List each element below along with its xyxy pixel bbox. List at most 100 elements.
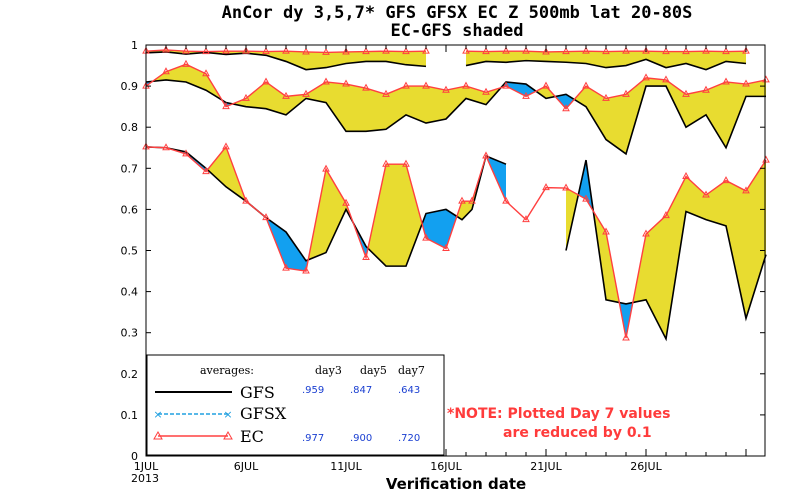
ec-point [382, 46, 390, 54]
ec-point [262, 47, 270, 55]
ec-point [382, 89, 390, 97]
y-tick-label: 0.8 [121, 121, 139, 134]
ec-point [362, 83, 370, 91]
ec-point [562, 47, 570, 55]
y-tick-label: 0.7 [121, 162, 139, 175]
ec-point [622, 333, 630, 341]
ec-point [582, 194, 590, 202]
ec-line-day5 [145, 63, 767, 110]
ec-point [742, 79, 750, 87]
legend-gfsx-marker-left: × [153, 408, 162, 421]
ec-point [582, 46, 590, 54]
y-tick-label: 0.5 [121, 245, 139, 258]
ec-point [222, 46, 230, 54]
chart-title: AnCor dy 3,5,7* GFS GFSX EC Z 500mb lat … [222, 3, 693, 23]
ec-point [662, 75, 670, 83]
diff-shade [366, 51, 386, 62]
diff-shade [706, 51, 726, 70]
ec-point [262, 77, 270, 85]
ec-point [202, 167, 210, 175]
ec-point [162, 67, 170, 75]
ec-point [182, 46, 190, 54]
ec-point [162, 143, 170, 151]
ec-point [622, 46, 630, 54]
ec-point [682, 47, 690, 55]
diff-shade [506, 51, 526, 63]
legend-box [146, 354, 445, 456]
ec-point [602, 227, 610, 235]
ec-point [722, 47, 730, 55]
ec-point [622, 89, 630, 97]
diff-shade [536, 86, 546, 99]
diff-shade [266, 51, 286, 62]
chart-subtitle: EC-GFS shaded [390, 21, 523, 41]
y-tick-label: 0.3 [121, 327, 139, 340]
diff-shade [367, 164, 386, 267]
legend-gfs-day7: .643 [398, 385, 420, 396]
y-tick-label: 0 [131, 450, 138, 463]
ec-point [242, 93, 250, 101]
ec-point [542, 47, 550, 55]
ec-point [202, 47, 210, 55]
ec-point [468, 196, 476, 204]
x-tick-label: 16JUL [430, 460, 462, 473]
ec-point [282, 46, 290, 54]
diff-shade [746, 79, 766, 97]
legend-ec-marker-left [153, 430, 163, 440]
diff-shade [566, 51, 586, 64]
diff-shade [506, 81, 526, 97]
diff-shade [666, 51, 686, 68]
ec-point [642, 229, 650, 237]
ec-point [458, 196, 466, 204]
x-tick-label: 1JUL [134, 460, 159, 473]
diff-shade [646, 51, 666, 68]
ec-point [542, 81, 550, 89]
ec-point [402, 81, 410, 89]
diff-shade [546, 51, 566, 63]
diff-shade [386, 51, 406, 65]
gfs-line-day5 [145, 79, 766, 156]
ec-point [182, 149, 190, 157]
diff-shade [306, 51, 326, 70]
ec-point [522, 46, 530, 54]
diff-shade [246, 81, 266, 109]
note-line-1: *NOTE: Plotted Day 7 values [447, 406, 670, 422]
ec-point [162, 45, 170, 53]
ec-point [442, 243, 450, 251]
gfs-line-day7 [565, 159, 767, 342]
diff-shade [286, 51, 306, 70]
ec-point [362, 47, 370, 55]
ec-point [222, 142, 230, 150]
ec-point [702, 46, 710, 54]
ec-point [282, 263, 290, 271]
legend-gfs-day5: .847 [350, 385, 372, 396]
diff-shade [346, 51, 366, 64]
diff-shade [726, 81, 746, 148]
legend-gfs-label: GFS [240, 383, 275, 402]
ec-point [322, 164, 330, 172]
ec-point [602, 93, 610, 101]
diff-shade [746, 160, 766, 319]
ec-point [522, 215, 530, 223]
diff-shade [726, 51, 746, 64]
y-tick-label: 0.2 [121, 368, 139, 381]
diff-shade [606, 51, 626, 68]
ec-point [402, 159, 410, 167]
ec-point [222, 102, 230, 110]
diff-shade [446, 86, 466, 119]
ec-point [682, 171, 690, 180]
ec-point [662, 211, 670, 219]
ec-point [322, 47, 330, 55]
gfs-line-day7 [145, 146, 507, 267]
legend-day7-label: day7 [398, 364, 425, 377]
y-tick-label: 0.6 [121, 203, 139, 216]
ec-point [342, 79, 350, 87]
ec-line-day7 [145, 145, 767, 339]
gfs-line-day3 [465, 58, 747, 71]
legend-ec-day5: .900 [350, 433, 372, 444]
ec-point [402, 47, 410, 55]
ec-point [302, 89, 310, 97]
diff-shade [686, 51, 706, 70]
ec-point [742, 46, 750, 54]
